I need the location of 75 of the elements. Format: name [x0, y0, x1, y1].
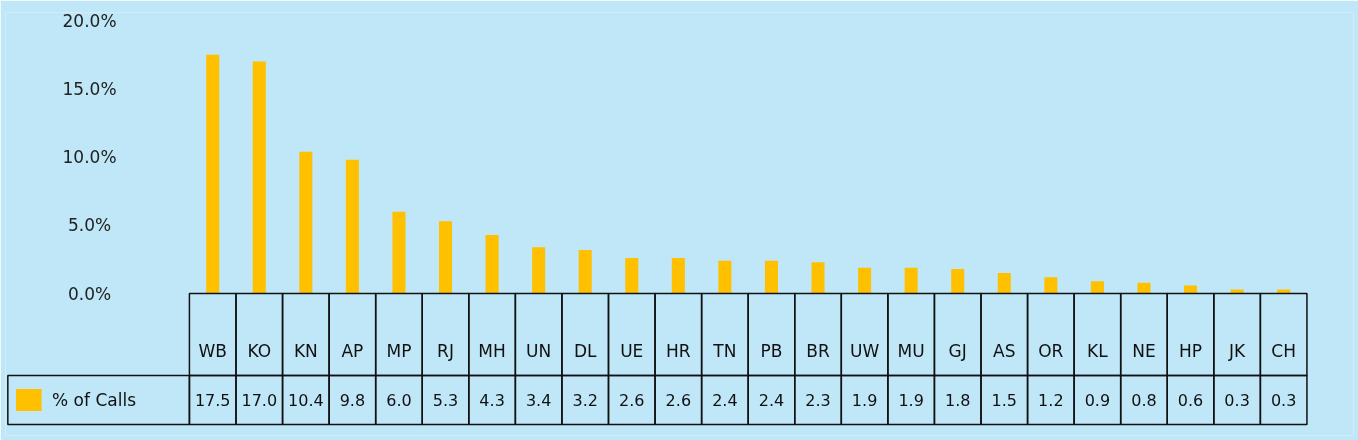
data-label: 2.6 — [665, 391, 692, 411]
data-label: 0.6 — [1177, 391, 1204, 411]
data-label: 0.3 — [1270, 391, 1297, 411]
x-tick-label: KL — [1087, 340, 1109, 361]
data-label: 2.6 — [619, 391, 645, 411]
x-tick-label: CH — [1271, 340, 1296, 361]
data-label: 1.5 — [991, 391, 1018, 411]
data-label: 1.9 — [851, 391, 878, 411]
y-tick-label: 0.0% — [67, 283, 112, 304]
bar — [252, 61, 266, 294]
data-label: 10.4 — [288, 391, 324, 411]
data-label: 1.8 — [944, 391, 971, 411]
bar — [485, 234, 499, 294]
bar — [671, 258, 685, 294]
y-tick-label: 20.0% — [62, 10, 117, 31]
data-label: 6.0 — [386, 391, 412, 411]
x-tick-label: PB — [760, 340, 783, 361]
y-tick-label: 15.0% — [62, 78, 117, 99]
x-tick-label: HP — [1179, 340, 1203, 361]
data-label: 9.8 — [339, 391, 366, 411]
y-tick-label: 5.0% — [67, 215, 112, 236]
x-tick-label: MU — [897, 340, 925, 361]
data-label: 1.2 — [1038, 391, 1064, 411]
bar — [1044, 277, 1058, 294]
data-label: 1.9 — [898, 391, 924, 411]
data-label: 2.4 — [758, 391, 785, 411]
x-tick-label: UW — [849, 340, 880, 361]
x-tick-label: TN — [712, 340, 737, 361]
x-tick-label: UE — [620, 340, 644, 361]
data-label: 3.4 — [525, 391, 552, 411]
data-label: 3.2 — [572, 391, 598, 411]
x-tick-label: WB — [198, 340, 227, 361]
data-label: 5.3 — [432, 391, 459, 411]
data-label: 0.8 — [1131, 391, 1157, 411]
data-label: 17.5 — [194, 391, 231, 411]
bar — [299, 151, 313, 294]
data-label: 0.3 — [1224, 391, 1250, 411]
x-tick-label: BR — [806, 340, 830, 361]
x-tick-label: UN — [526, 340, 552, 361]
bar — [764, 260, 778, 294]
x-tick-label: GJ — [948, 340, 967, 361]
bar — [997, 273, 1011, 294]
data-label: 0.9 — [1084, 391, 1111, 411]
bar — [1137, 282, 1151, 294]
x-tick-label: MP — [386, 340, 412, 361]
data-label: 4.3 — [479, 391, 505, 411]
data-label: 2.3 — [805, 391, 831, 411]
y-tick-label: 10.0% — [62, 147, 117, 168]
bar — [206, 54, 220, 294]
data-label: 17.0 — [241, 391, 278, 411]
bar — [439, 221, 453, 294]
x-tick-label: HR — [666, 340, 691, 361]
x-tick-label: KN — [293, 340, 318, 361]
bar — [718, 260, 732, 294]
bar — [858, 267, 872, 294]
x-tick-label: AS — [993, 340, 1016, 361]
x-tick-label: RJ — [437, 340, 454, 361]
bar — [345, 159, 359, 294]
bar — [811, 262, 825, 294]
bar — [532, 247, 546, 294]
x-tick-label: AP — [341, 340, 364, 361]
bar — [951, 269, 965, 294]
bar — [578, 249, 592, 294]
data-label: 2.4 — [712, 391, 738, 411]
x-tick-label: MH — [478, 340, 506, 361]
bar — [392, 211, 406, 294]
bar — [1090, 281, 1104, 294]
bar — [904, 267, 918, 294]
x-tick-label: DL — [573, 340, 598, 361]
x-tick-label: KO — [247, 340, 272, 361]
x-tick-label: OR — [1038, 340, 1064, 361]
bar — [625, 258, 639, 294]
x-tick-label: NE — [1132, 340, 1156, 361]
legend-label: % of Calls — [52, 390, 137, 411]
x-tick-label: JK — [1228, 340, 1247, 361]
